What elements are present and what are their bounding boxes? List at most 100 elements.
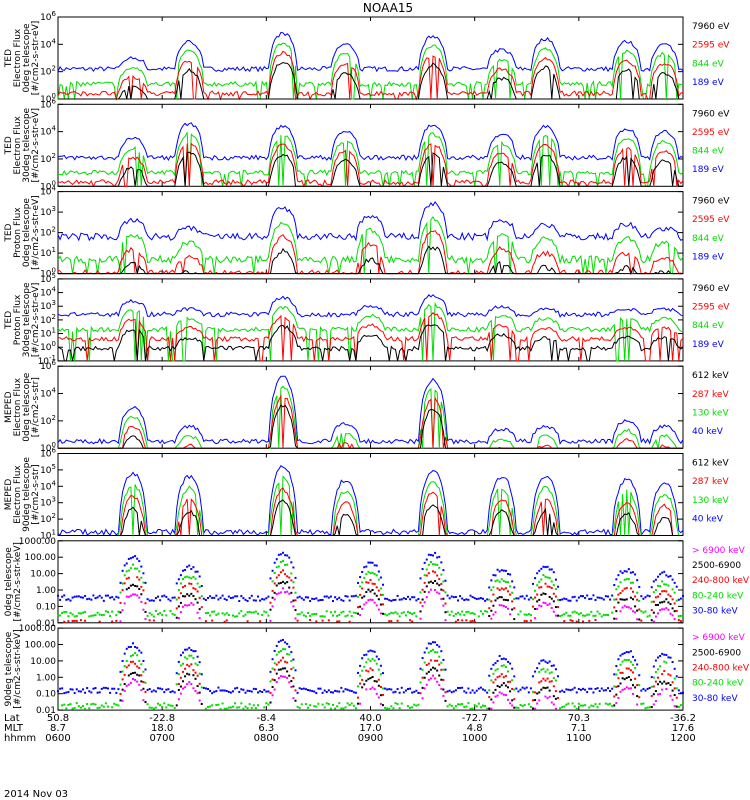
data-point xyxy=(123,689,126,692)
data-point xyxy=(577,702,580,705)
data-point xyxy=(184,568,187,571)
data-point xyxy=(57,704,59,707)
data-point xyxy=(292,685,295,688)
data-point xyxy=(109,596,112,599)
data-point xyxy=(675,705,678,708)
data-point xyxy=(186,565,189,568)
data-point xyxy=(369,677,372,680)
data-point xyxy=(450,704,453,707)
data-point xyxy=(288,681,291,684)
data-point xyxy=(542,574,545,577)
data-point xyxy=(500,673,503,676)
data-point xyxy=(79,619,82,622)
data-point xyxy=(125,660,128,663)
data-point xyxy=(507,660,509,663)
data-point xyxy=(621,688,624,691)
data-point xyxy=(69,612,72,615)
legend-entry: 287 keV xyxy=(692,390,729,400)
data-point xyxy=(592,705,595,708)
data-point xyxy=(357,685,359,688)
data-point xyxy=(161,688,164,691)
data-point xyxy=(377,578,380,581)
data-point xyxy=(661,673,664,676)
data-point xyxy=(67,615,70,618)
data-point xyxy=(132,593,134,596)
data-point xyxy=(161,706,164,709)
data-point xyxy=(240,610,243,613)
data-point xyxy=(663,660,666,663)
legend-entry: 2595 eV xyxy=(692,303,730,313)
data-point xyxy=(523,687,526,690)
data-point xyxy=(479,686,482,689)
data-point xyxy=(421,588,424,591)
data-point xyxy=(627,606,630,609)
data-point xyxy=(590,597,593,600)
data-point xyxy=(675,696,678,699)
data-point xyxy=(427,651,430,654)
data-point xyxy=(548,672,551,675)
data-point xyxy=(490,617,493,620)
data-point xyxy=(667,593,670,596)
data-point xyxy=(111,620,114,623)
data-point xyxy=(373,564,376,567)
data-point xyxy=(573,595,576,598)
data-point xyxy=(213,596,216,599)
data-point xyxy=(288,556,291,559)
data-point xyxy=(142,687,145,690)
data-point xyxy=(432,563,434,566)
data-point xyxy=(663,589,666,592)
data-point xyxy=(511,704,514,707)
data-point xyxy=(96,596,99,599)
data-point xyxy=(129,645,132,648)
series-green xyxy=(57,560,684,618)
data-point xyxy=(404,598,407,601)
data-point xyxy=(677,706,680,709)
data-point xyxy=(196,582,199,585)
data-point xyxy=(504,674,507,677)
data-point xyxy=(221,594,224,597)
data-point xyxy=(657,584,659,587)
data-point xyxy=(192,603,195,606)
data-point xyxy=(425,568,428,571)
data-point xyxy=(332,600,334,603)
series-black xyxy=(119,580,676,622)
data-point xyxy=(665,590,668,593)
data-point xyxy=(179,654,182,657)
data-point xyxy=(646,706,649,709)
data-point xyxy=(411,691,414,694)
data-point xyxy=(573,705,576,708)
data-point xyxy=(632,692,634,695)
data-point xyxy=(548,585,551,588)
data-point xyxy=(190,577,193,580)
data-point xyxy=(554,588,557,591)
data-point xyxy=(361,581,364,584)
y-axis-label-line: Electron Flux xyxy=(13,28,23,87)
data-point xyxy=(673,602,676,605)
data-point xyxy=(546,661,549,664)
data-point xyxy=(494,580,497,583)
data-point xyxy=(377,696,380,699)
data-point xyxy=(119,611,122,614)
y-axis-label-line: MEPED xyxy=(4,391,14,423)
data-point xyxy=(279,581,282,584)
data-point xyxy=(669,674,672,677)
data-point xyxy=(384,706,387,709)
data-point xyxy=(438,655,441,658)
data-point xyxy=(509,593,512,596)
data-point xyxy=(196,692,199,695)
data-point xyxy=(594,598,597,601)
data-point xyxy=(461,597,464,600)
data-point xyxy=(454,689,457,692)
data-point xyxy=(223,620,226,623)
data-point xyxy=(319,615,322,618)
data-point xyxy=(596,610,599,613)
y-axis-label-line: 0deg telescope xyxy=(4,547,14,617)
data-point xyxy=(632,671,634,674)
data-point xyxy=(629,581,632,584)
footer-value: 1100 xyxy=(566,733,591,744)
data-point xyxy=(534,589,537,592)
data-point xyxy=(198,672,201,675)
data-point xyxy=(125,570,128,573)
data-point xyxy=(342,610,345,613)
